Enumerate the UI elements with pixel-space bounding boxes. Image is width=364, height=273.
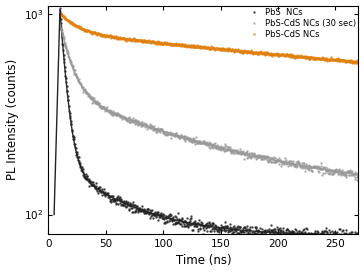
PbS  NCs — [76, 159, 80, 162]
Line: PbS-CdS NCs (30 sec): PbS-CdS NCs (30 sec) — [59, 22, 360, 181]
PbS-CdS NCs — [239, 49, 243, 52]
PbS  NCs — [248, 229, 252, 232]
PbS  NCs — [239, 230, 243, 234]
PbS-CdS NCs — [231, 48, 236, 52]
PbS-CdS NCs (30 sec) — [315, 167, 319, 170]
PbS-CdS NCs (30 sec) — [356, 174, 361, 177]
Line: PbS  NCs: PbS NCs — [59, 7, 360, 245]
PbS-CdS NCs (30 sec) — [239, 149, 243, 153]
PbS  NCs — [284, 228, 289, 232]
PbS-CdS NCs (30 sec) — [76, 79, 80, 82]
PbS  NCs — [356, 231, 361, 235]
X-axis label: Time (ns): Time (ns) — [175, 254, 231, 268]
PbS-CdS NCs (30 sec) — [355, 178, 359, 182]
Y-axis label: PL Intensity (counts): PL Intensity (counts) — [5, 59, 19, 180]
PbS-CdS NCs — [248, 51, 252, 54]
PbS  NCs — [231, 226, 236, 229]
PbS-CdS NCs — [315, 57, 319, 60]
PbS  NCs — [314, 242, 318, 245]
PbS-CdS NCs (30 sec) — [248, 155, 252, 158]
Legend: PbS  NCs, PbS-CdS NCs (30 sec), PbS-CdS NCs: PbS NCs, PbS-CdS NCs (30 sec), PbS-CdS N… — [246, 7, 357, 40]
PbS-CdS NCs (30 sec) — [284, 161, 289, 164]
PbS  NCs — [315, 235, 320, 238]
PbS-CdS NCs (30 sec) — [58, 21, 62, 25]
Line: PbS-CdS NCs: PbS-CdS NCs — [59, 11, 360, 64]
PbS-CdS NCs — [356, 61, 360, 65]
PbS-CdS NCs — [58, 11, 62, 14]
PbS-CdS NCs (30 sec) — [231, 149, 236, 153]
PbS-CdS NCs — [284, 53, 289, 57]
PbS-CdS NCs — [356, 61, 361, 64]
PbS  NCs — [58, 7, 62, 10]
PbS-CdS NCs — [76, 25, 80, 28]
